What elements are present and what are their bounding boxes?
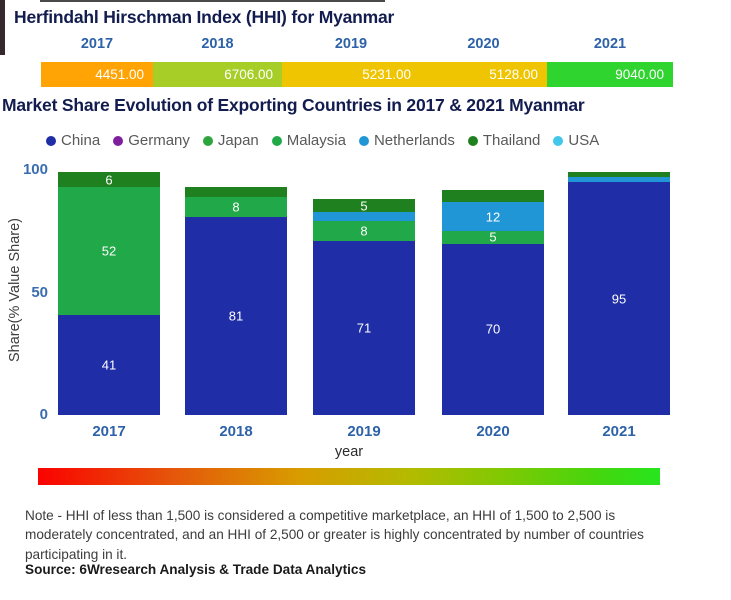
bar-segment-value-label: 6 <box>105 172 113 188</box>
stacked-bar-2020: 70 5 12 <box>442 189 544 415</box>
legend-item-netherlands[interactable]: Netherlands <box>358 132 455 149</box>
legend-label: Japan <box>217 132 259 149</box>
bar-segment-value-label: 71 <box>356 320 372 336</box>
x-tick-2019: 2019 <box>347 423 381 440</box>
y-tick-0: 0 <box>39 406 48 423</box>
bar-segment-thailand-2018[interactable] <box>185 187 287 197</box>
stacked-bar-2021: 95 <box>568 172 670 415</box>
bar-segment-value-label: 5 <box>489 229 497 245</box>
x-tick-2020: 2020 <box>476 423 510 440</box>
x-tick-2021: 2021 <box>602 423 636 440</box>
bar-segment-value-label: 52 <box>101 243 117 259</box>
bar-segment-china-2017[interactable]: 41 <box>58 314 160 415</box>
stacked-bar-2019: 71 8 5 <box>313 198 415 415</box>
legend-label: China <box>61 132 101 149</box>
bar-segment-value-label: 8 <box>360 223 368 239</box>
legend-dot-icon <box>358 135 369 146</box>
stacked-bar-2017: 41 52 6 <box>58 172 160 415</box>
market-share-chart-title: Market Share Evolution of Exporting Coun… <box>2 95 585 115</box>
legend-dot-icon <box>467 135 478 146</box>
bar-segment-netherlands-2020[interactable]: 12 <box>442 201 544 232</box>
legend-item-japan[interactable]: Japan <box>202 132 259 149</box>
bar-segment-netherlands-2021[interactable] <box>568 177 670 183</box>
x-tick-2017: 2017 <box>92 423 126 440</box>
legend-label: Thailand <box>482 132 541 149</box>
legend-label: Malaysia <box>286 132 346 149</box>
hhi-year-label-2018: 2018 <box>201 36 234 52</box>
left-edge-artifact <box>0 0 5 55</box>
legend-item-malaysia[interactable]: Malaysia <box>271 132 346 149</box>
y-tick-50: 50 <box>31 283 48 301</box>
top-edge-artifact <box>40 0 385 2</box>
y-tick-100: 100 <box>22 161 48 178</box>
x-tick-2018: 2018 <box>219 423 253 440</box>
bar-segment-value-label: 8 <box>232 199 240 215</box>
legend-label: USA <box>568 132 600 149</box>
hhi-segment-2017: 4451.00 <box>41 62 153 87</box>
stacked-bar-2018: 81 8 <box>185 187 287 415</box>
stacked-bar-plot-area: 100 50 0 41 52 6 81 8 71 8 5 70 5 12 95 <box>0 161 731 423</box>
hhi-chart-title: Herfindahl Hirschman Index (HHI) for Mya… <box>14 7 395 27</box>
legend-label: Netherlands <box>373 132 455 149</box>
hhi-segment-2020: 5128.00 <box>420 62 547 87</box>
legend-dot-icon <box>46 135 56 146</box>
bar-segment-thailand-2017[interactable]: 6 <box>58 172 160 187</box>
bar-segment-malaysia-2020[interactable]: 5 <box>442 229 544 245</box>
bar-segment-value-label: 5 <box>360 198 368 214</box>
bar-segment-china-2020[interactable]: 70 <box>442 243 544 415</box>
legend-label: Germany <box>128 132 190 149</box>
bar-segment-malaysia-2017[interactable]: 52 <box>58 187 160 315</box>
bar-segment-china-2019[interactable]: 71 <box>313 241 415 415</box>
bar-segment-china-2021[interactable]: 95 <box>568 182 670 415</box>
bar-segment-thailand-2020[interactable] <box>442 189 544 202</box>
hhi-year-label-2020: 2020 <box>467 36 500 52</box>
legend-dot-icon <box>113 135 124 146</box>
bar-segment-netherlands-2019[interactable] <box>313 211 415 222</box>
bar-segment-value-label: 81 <box>228 308 244 324</box>
legend-item-usa[interactable]: USA <box>553 132 599 149</box>
bar-segment-value-label: 70 <box>485 321 501 337</box>
legend-dot-icon <box>553 135 564 146</box>
legend-dot-icon <box>202 135 213 146</box>
hhi-value-bar: 4451.00 6706.00 5231.00 5128.00 9040.00 <box>41 62 673 87</box>
hhi-year-label-2017: 2017 <box>80 36 114 52</box>
country-legend: China Germany Japan Malaysia Netherlands Thai… <box>46 132 599 149</box>
hhi-segment-2021: 9040.00 <box>547 62 673 87</box>
hhi-segment-2018: 6706.00 <box>153 62 282 87</box>
bar-segment-malaysia-2019[interactable]: 8 <box>313 221 415 242</box>
bar-segment-value-label: 41 <box>101 357 117 373</box>
hhi-years-row: 2017 2018 2019 2020 2021 <box>41 36 673 52</box>
hhi-scale-gradient-bar <box>38 468 660 485</box>
legend-item-germany[interactable]: Germany <box>113 132 190 149</box>
bar-segment-thailand-2021[interactable] <box>568 172 670 178</box>
bar-segment-thailand-2019[interactable]: 5 <box>313 198 415 214</box>
hhi-note-text: Note - HHI of less than 1,500 is conside… <box>25 508 644 562</box>
bar-segment-value-label: 95 <box>611 291 627 307</box>
hhi-year-label-2019: 2019 <box>334 36 368 52</box>
bar-segment-value-label: 12 <box>485 209 501 225</box>
hhi-year-label-2021: 2021 <box>593 36 627 52</box>
legend-dot-icon <box>271 135 282 146</box>
source-text: Source: 6Wresearch Analysis & Trade Data… <box>25 562 366 577</box>
legend-item-china[interactable]: China <box>46 132 100 149</box>
x-axis-title: year <box>334 444 364 460</box>
bar-segment-malaysia-2018[interactable]: 8 <box>185 196 287 217</box>
legend-item-thailand[interactable]: Thailand <box>467 132 541 149</box>
hhi-segment-2019: 5231.00 <box>282 62 420 87</box>
bar-segment-china-2018[interactable]: 81 <box>185 216 287 415</box>
